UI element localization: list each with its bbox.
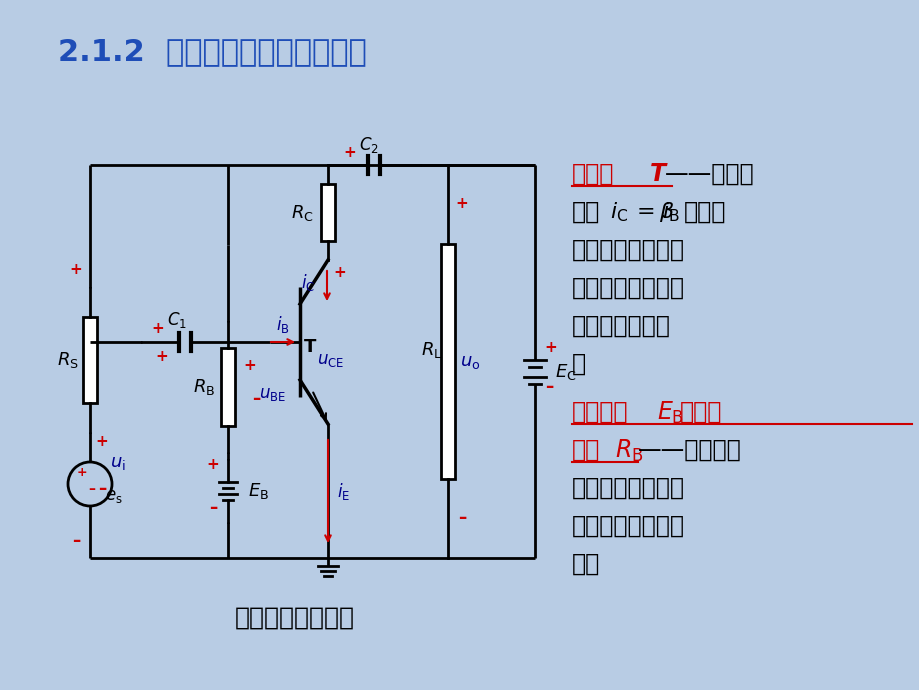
Text: –: –	[209, 499, 217, 517]
Text: +: +	[96, 434, 108, 449]
Text: $i_{\rm C}$: $i_{\rm C}$	[301, 271, 314, 293]
Text: 2.1.2  基本放大电路各元件作用: 2.1.2 基本放大电路各元件作用	[58, 37, 367, 66]
Text: +: +	[344, 144, 356, 159]
Text: $R_{\rm B}$: $R_{\rm B}$	[614, 438, 643, 464]
Text: $u_{\rm BE}$: $u_{\rm BE}$	[258, 385, 286, 403]
Text: –: –	[458, 509, 466, 527]
Text: $i_{\rm C}$: $i_{\rm C}$	[609, 200, 628, 224]
Text: $i_{\rm B}$: $i_{\rm B}$	[662, 200, 679, 224]
Text: +: +	[455, 195, 468, 210]
Text: $=\beta$: $=\beta$	[631, 200, 675, 224]
Text: 射结正偏，使晶体: 射结正偏，使晶体	[572, 276, 685, 300]
Text: $u_{\rm o}$: $u_{\rm o}$	[460, 353, 480, 371]
Text: $i_{\rm E}$: $i_{\rm E}$	[337, 481, 350, 502]
Text: $R_{\rm B}$: $R_{\rm B}$	[193, 377, 215, 397]
Text: –: –	[72, 532, 80, 550]
Text: $e_{\rm s}$: $e_{\rm s}$	[105, 487, 122, 505]
Text: –: –	[252, 390, 260, 408]
Text: 流。: 流。	[572, 552, 599, 576]
Text: $C_1$: $C_1$	[167, 310, 187, 330]
Text: $R_{\rm L}$: $R_{\rm L}$	[421, 339, 442, 359]
Text: 证集电结反偏，发: 证集电结反偏，发	[572, 238, 685, 262]
Text: 大小适当的基极电: 大小适当的基极电	[572, 514, 685, 538]
Text: 。: 。	[572, 352, 585, 376]
Text: –: –	[97, 480, 106, 498]
Text: $E_{\rm B}$: $E_{\rm B}$	[656, 400, 684, 426]
Text: ——使发射结: ——使发射结	[637, 438, 741, 462]
Text: +: +	[76, 466, 87, 479]
Text: $E_{\rm C}$: $E_{\rm C}$	[554, 362, 576, 382]
Text: +: +	[544, 339, 557, 355]
Bar	[83, 317, 96, 403]
Text: 管工作在放大区: 管工作在放大区	[572, 314, 670, 338]
Text: T: T	[650, 162, 665, 186]
Text: –: –	[88, 482, 96, 496]
Text: $E_{\rm B}$: $E_{\rm B}$	[248, 481, 269, 501]
Bar	[221, 348, 234, 426]
Text: +: +	[207, 457, 219, 472]
Text: +: +	[334, 265, 346, 280]
Text: 处于正偏，并提供: 处于正偏，并提供	[572, 476, 685, 500]
Text: 共发射极基本电路: 共发射极基本电路	[234, 606, 355, 630]
Text: $i_{\rm B}$: $i_{\rm B}$	[276, 313, 289, 335]
Text: +: +	[152, 320, 165, 335]
Text: 基极电源: 基极电源	[572, 400, 628, 424]
Text: 晶体管: 晶体管	[572, 162, 614, 186]
Text: +: +	[244, 358, 256, 373]
Text: $R_{\rm C}$: $R_{\rm C}$	[290, 202, 313, 222]
Text: +: +	[155, 348, 168, 364]
Text: $R_{\rm S}$: $R_{\rm S}$	[57, 350, 79, 370]
Text: 件，: 件，	[572, 200, 599, 224]
Text: $u_{\rm CE}$: $u_{\rm CE}$	[317, 351, 344, 369]
Text: –: –	[544, 377, 552, 395]
Text: $C_2$: $C_2$	[358, 135, 379, 155]
Text: 。要保: 。要保	[683, 200, 726, 224]
Text: +: +	[70, 262, 83, 277]
Text: 与基极: 与基极	[679, 400, 721, 424]
Text: $u_{\rm i}$: $u_{\rm i}$	[110, 454, 126, 472]
Bar	[440, 244, 455, 480]
Bar	[321, 184, 335, 241]
Text: ——放大元: ——放大元	[664, 162, 754, 186]
Text: T: T	[303, 338, 316, 356]
Text: 电阻: 电阻	[572, 438, 599, 462]
